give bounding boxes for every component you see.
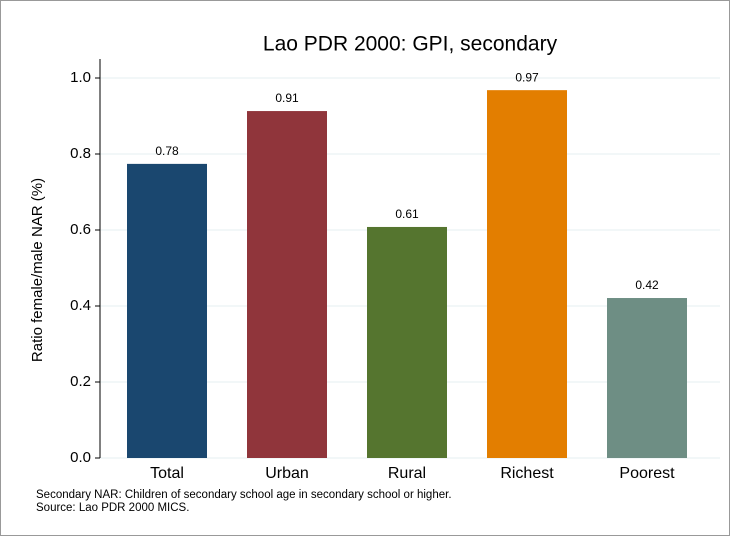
y-tick-label: 0.6	[70, 221, 91, 238]
y-axis-label: Ratio female/male NAR (%)	[29, 178, 46, 362]
y-tick-label: 0.8	[70, 145, 91, 162]
data-label: 0.91	[275, 91, 299, 105]
data-label: 0.61	[395, 207, 419, 221]
x-tick-label: Total	[150, 465, 184, 482]
bar	[487, 90, 567, 458]
data-label: 0.78	[155, 144, 179, 158]
x-tick-label: Richest	[500, 465, 554, 482]
x-tick-label: Urban	[265, 465, 309, 482]
data-label: 0.42	[635, 278, 659, 292]
chart-title: Lao PDR 2000: GPI, secondary	[263, 33, 558, 56]
note: Secondary NAR: Children of secondary sch…	[36, 489, 452, 501]
y-tick-label: 0.0	[70, 449, 91, 466]
y-tick-label: 0.4	[70, 297, 91, 314]
data-label: 0.97	[515, 70, 539, 84]
bar	[367, 226, 447, 458]
x-tick-label: Poorest	[619, 465, 675, 482]
x-tick-label: Rural	[388, 465, 426, 482]
bar	[247, 111, 327, 458]
bar	[607, 298, 687, 458]
y-tick-label: 1.0	[70, 69, 91, 86]
bar	[127, 163, 207, 458]
y-tick-label: 0.2	[70, 373, 91, 390]
note: Source: Lao PDR 2000 MICS.	[36, 502, 189, 514]
